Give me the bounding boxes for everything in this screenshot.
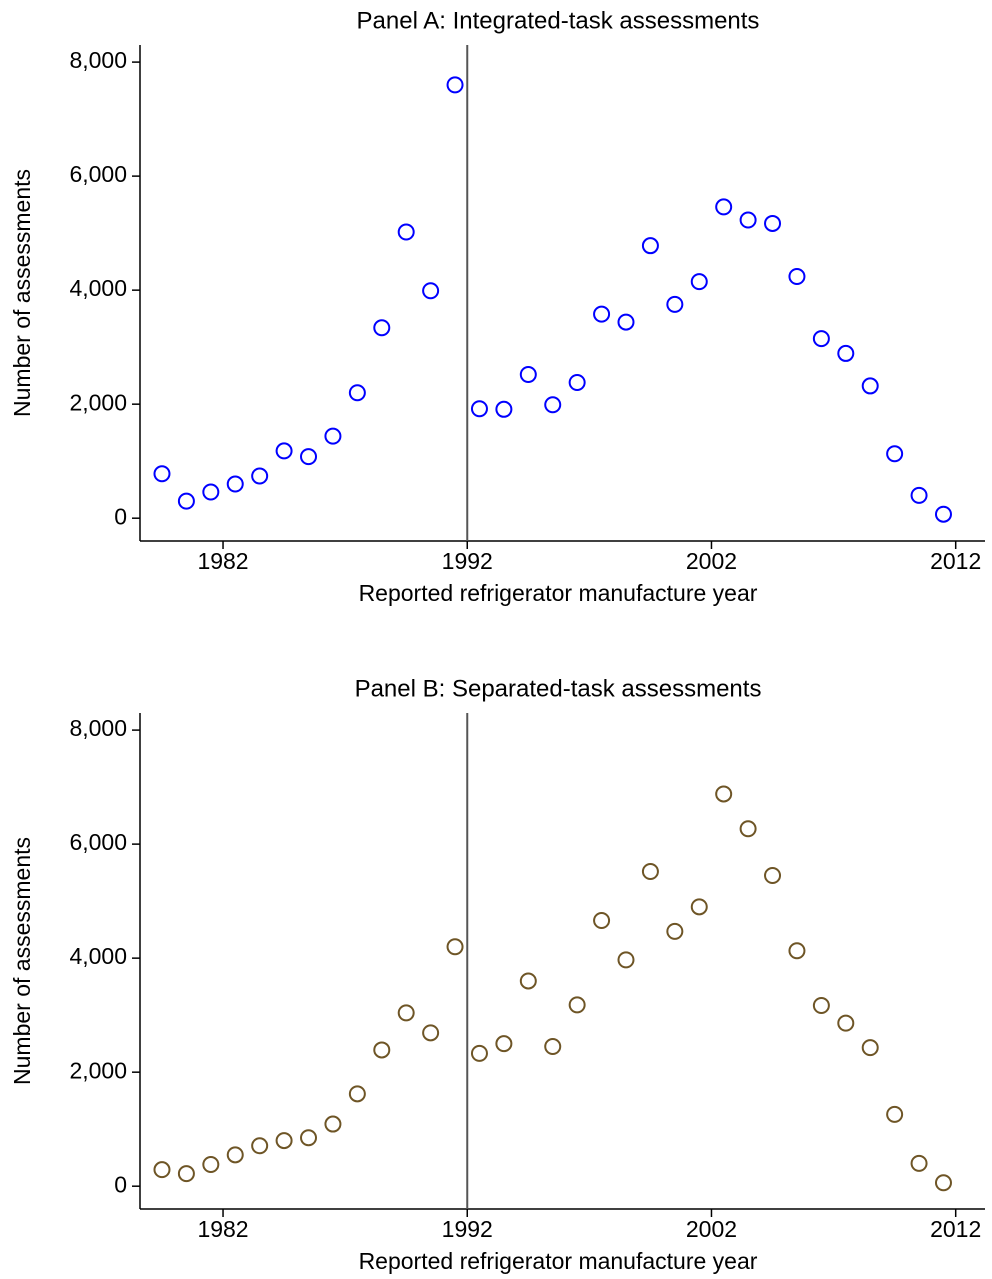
x-tick-label: 2002 (686, 548, 737, 574)
x-axis-label: Reported refrigerator manufacture year (359, 580, 758, 606)
data-point (544, 396, 562, 414)
x-tick-label: 1982 (197, 1216, 248, 1242)
data-point (715, 785, 733, 803)
data-point (324, 1115, 342, 1133)
data-point (300, 1129, 318, 1147)
data-point (934, 1174, 952, 1192)
data-point (226, 1146, 244, 1164)
data-point (324, 427, 342, 445)
data-point (861, 1039, 879, 1057)
data-point (300, 448, 318, 466)
data-point (568, 374, 586, 392)
data-point (788, 267, 806, 285)
data-point (715, 198, 733, 216)
data-point (422, 282, 440, 300)
data-point (641, 237, 659, 255)
y-tick-label: 6,000 (69, 829, 127, 855)
y-tick-label: 8,000 (69, 715, 127, 741)
data-point (446, 76, 464, 94)
data-point (641, 862, 659, 880)
data-point (251, 1137, 269, 1155)
data-point (397, 223, 415, 241)
data-point (690, 273, 708, 291)
data-point (446, 938, 464, 956)
x-tick-label: 1992 (442, 548, 493, 574)
data-point (812, 330, 830, 348)
data-point (910, 1154, 928, 1172)
y-tick-label: 4,000 (69, 943, 127, 969)
data-point (373, 1041, 391, 1059)
data-point (397, 1004, 415, 1022)
data-point (666, 922, 684, 940)
data-point (910, 486, 928, 504)
data-point (153, 1161, 171, 1179)
data-point (519, 972, 537, 990)
chart-title: Panel A: Integrated-task assessments (357, 7, 760, 34)
data-point (568, 996, 586, 1014)
data-point (617, 951, 635, 969)
y-axis-label: Number of assessments (9, 169, 35, 417)
data-point (177, 492, 195, 510)
data-point (861, 377, 879, 395)
data-point (495, 400, 513, 418)
data-point (886, 1105, 904, 1123)
data-point (788, 942, 806, 960)
data-point (470, 1044, 488, 1062)
data-point (202, 483, 220, 501)
data-point (886, 445, 904, 463)
data-point (373, 319, 391, 337)
data-point (739, 211, 757, 229)
data-point (934, 505, 952, 523)
data-point (690, 898, 708, 916)
data-point (666, 295, 684, 313)
data-point (617, 313, 635, 331)
y-tick-label: 6,000 (69, 161, 127, 187)
data-point (495, 1035, 513, 1053)
data-point (348, 384, 366, 402)
data-point (226, 475, 244, 493)
y-tick-label: 0 (114, 1171, 127, 1197)
y-tick-label: 2,000 (69, 1057, 127, 1083)
data-point (544, 1038, 562, 1056)
data-point (837, 1014, 855, 1032)
y-axis-label: Number of assessments (9, 837, 35, 1085)
data-point (202, 1156, 220, 1174)
x-axis-label: Reported refrigerator manufacture year (359, 1248, 758, 1274)
y-tick-label: 8,000 (69, 47, 127, 73)
y-tick-label: 0 (114, 503, 127, 529)
data-point (153, 465, 171, 483)
data-point (519, 366, 537, 384)
data-point (348, 1085, 366, 1103)
data-point (470, 400, 488, 418)
data-point (275, 442, 293, 460)
y-tick-label: 2,000 (69, 389, 127, 415)
data-point (593, 912, 611, 930)
data-point (177, 1165, 195, 1183)
x-tick-label: 2002 (686, 1216, 737, 1242)
data-point (251, 467, 269, 485)
x-tick-label: 1992 (442, 1216, 493, 1242)
x-tick-label: 1982 (197, 548, 248, 574)
x-tick-label: 2012 (930, 1216, 981, 1242)
data-point (837, 344, 855, 362)
data-point (593, 305, 611, 323)
y-tick-label: 4,000 (69, 275, 127, 301)
data-point (812, 996, 830, 1014)
data-point (739, 820, 757, 838)
data-point (764, 214, 782, 232)
x-tick-label: 2012 (930, 548, 981, 574)
data-point (764, 866, 782, 884)
data-point (422, 1024, 440, 1042)
chart-title: Panel B: Separated-task assessments (355, 675, 762, 702)
data-point (275, 1132, 293, 1150)
